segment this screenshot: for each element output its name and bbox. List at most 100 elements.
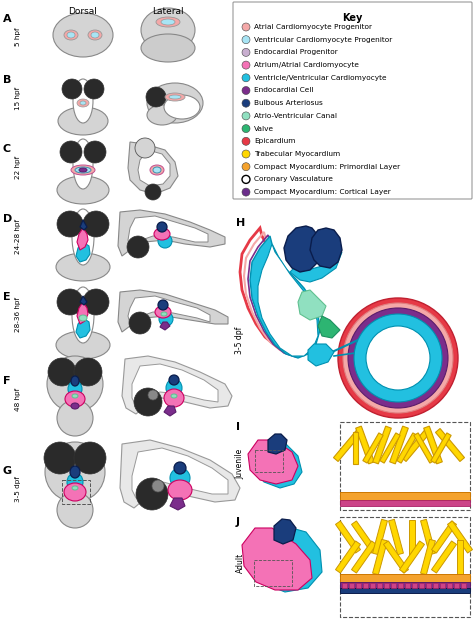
Ellipse shape xyxy=(71,376,79,386)
Circle shape xyxy=(45,442,105,502)
Circle shape xyxy=(60,141,82,163)
Circle shape xyxy=(135,138,155,158)
Bar xyxy=(377,583,382,588)
Polygon shape xyxy=(77,228,88,250)
Bar xyxy=(340,582,470,588)
Polygon shape xyxy=(160,322,170,330)
Ellipse shape xyxy=(68,381,82,397)
Circle shape xyxy=(74,358,102,386)
Text: B: B xyxy=(3,75,11,85)
Polygon shape xyxy=(76,318,90,338)
Polygon shape xyxy=(409,520,415,555)
Ellipse shape xyxy=(161,312,167,316)
Text: 5 hpf: 5 hpf xyxy=(15,28,21,47)
Circle shape xyxy=(242,112,250,120)
Text: Dorsal: Dorsal xyxy=(69,7,98,16)
Ellipse shape xyxy=(57,176,109,204)
Polygon shape xyxy=(401,428,430,462)
Ellipse shape xyxy=(168,480,192,500)
Polygon shape xyxy=(310,228,342,268)
Ellipse shape xyxy=(53,13,113,57)
Polygon shape xyxy=(431,433,451,463)
Polygon shape xyxy=(138,150,170,186)
Bar xyxy=(384,583,389,588)
Bar xyxy=(340,422,470,510)
Polygon shape xyxy=(334,428,363,462)
Polygon shape xyxy=(354,432,358,464)
Circle shape xyxy=(84,79,104,99)
Text: Trabecular Myocardium: Trabecular Myocardium xyxy=(254,151,340,157)
Ellipse shape xyxy=(141,34,195,62)
Polygon shape xyxy=(336,541,361,573)
Text: Endocardial Progenitor: Endocardial Progenitor xyxy=(254,50,338,55)
Polygon shape xyxy=(118,290,228,332)
Ellipse shape xyxy=(150,165,164,175)
Polygon shape xyxy=(436,428,465,462)
Ellipse shape xyxy=(88,30,102,40)
Bar xyxy=(340,517,470,617)
Polygon shape xyxy=(308,344,334,366)
Text: Juvenile: Juvenile xyxy=(236,449,245,479)
Text: Epicardium: Epicardium xyxy=(254,138,295,144)
Circle shape xyxy=(47,356,103,412)
Bar xyxy=(340,574,470,582)
Ellipse shape xyxy=(65,391,85,407)
Ellipse shape xyxy=(91,32,99,38)
Ellipse shape xyxy=(154,228,170,240)
Circle shape xyxy=(57,492,93,528)
Polygon shape xyxy=(250,236,320,358)
Polygon shape xyxy=(457,540,463,574)
Circle shape xyxy=(242,150,250,158)
Circle shape xyxy=(354,314,442,402)
Ellipse shape xyxy=(158,234,172,248)
Circle shape xyxy=(242,137,250,145)
Ellipse shape xyxy=(75,167,91,173)
Circle shape xyxy=(148,390,158,400)
Bar xyxy=(412,583,417,588)
Circle shape xyxy=(127,236,149,258)
Ellipse shape xyxy=(71,403,79,409)
Polygon shape xyxy=(373,539,387,575)
Polygon shape xyxy=(414,433,434,463)
Circle shape xyxy=(129,312,151,334)
Circle shape xyxy=(343,303,453,413)
Polygon shape xyxy=(284,226,322,272)
Bar xyxy=(356,583,361,588)
Bar xyxy=(349,583,354,588)
Ellipse shape xyxy=(79,168,87,172)
Ellipse shape xyxy=(147,83,203,123)
Text: Atrial Cardiomyocyte Progenitor: Atrial Cardiomyocyte Progenitor xyxy=(254,24,372,30)
Ellipse shape xyxy=(56,331,110,359)
Polygon shape xyxy=(258,244,318,356)
Polygon shape xyxy=(248,440,298,484)
Text: 15 hpf: 15 hpf xyxy=(15,86,21,109)
Ellipse shape xyxy=(58,107,108,135)
Ellipse shape xyxy=(67,473,83,491)
Ellipse shape xyxy=(165,93,185,101)
Text: C: C xyxy=(3,144,11,154)
Ellipse shape xyxy=(169,375,179,385)
Bar xyxy=(419,583,424,588)
Circle shape xyxy=(242,99,250,107)
Ellipse shape xyxy=(56,253,110,281)
Ellipse shape xyxy=(156,17,180,27)
Polygon shape xyxy=(80,296,87,305)
Ellipse shape xyxy=(72,287,94,343)
Polygon shape xyxy=(256,444,302,488)
Text: D: D xyxy=(3,214,12,224)
Polygon shape xyxy=(290,252,342,282)
Circle shape xyxy=(242,188,250,196)
Text: Atrium/Atrial Cardiomyocyte: Atrium/Atrial Cardiomyocyte xyxy=(254,62,359,68)
Bar xyxy=(447,583,452,588)
Bar xyxy=(340,492,470,500)
Text: Coronary Vasculature: Coronary Vasculature xyxy=(254,176,333,182)
Polygon shape xyxy=(356,426,374,464)
Polygon shape xyxy=(170,498,185,510)
Text: Ventricular Cardiomyocyte Progenitor: Ventricular Cardiomyocyte Progenitor xyxy=(254,36,392,43)
Text: I: I xyxy=(236,422,240,432)
Ellipse shape xyxy=(169,95,181,99)
Polygon shape xyxy=(128,142,178,194)
Ellipse shape xyxy=(72,486,78,490)
Polygon shape xyxy=(420,520,436,555)
Text: Ventricle/Ventricular Cardiomyocyte: Ventricle/Ventricular Cardiomyocyte xyxy=(254,75,386,81)
